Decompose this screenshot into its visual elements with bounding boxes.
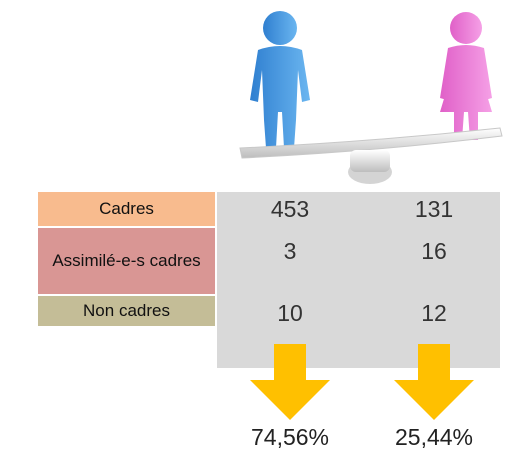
cell-value: 10 [240, 300, 340, 327]
arrow-down [394, 344, 474, 420]
percentage: 25,44% [374, 424, 494, 451]
percentage: 74,56% [230, 424, 350, 451]
cell-value: 131 [384, 196, 484, 223]
page: Cadres Assimilé-e-s cadres Non cadres 45… [0, 0, 517, 455]
row-label: Cadres [38, 192, 215, 226]
cell-value: 453 [240, 196, 340, 223]
row-label: Assimilé-e-s cadres [38, 228, 215, 294]
cell-value: 3 [240, 238, 340, 265]
cell-value: 16 [384, 238, 484, 265]
arrow-down [250, 344, 330, 420]
cell-value: 12 [384, 300, 484, 327]
row-label: Non cadres [38, 296, 215, 326]
illustration [230, 0, 510, 190]
